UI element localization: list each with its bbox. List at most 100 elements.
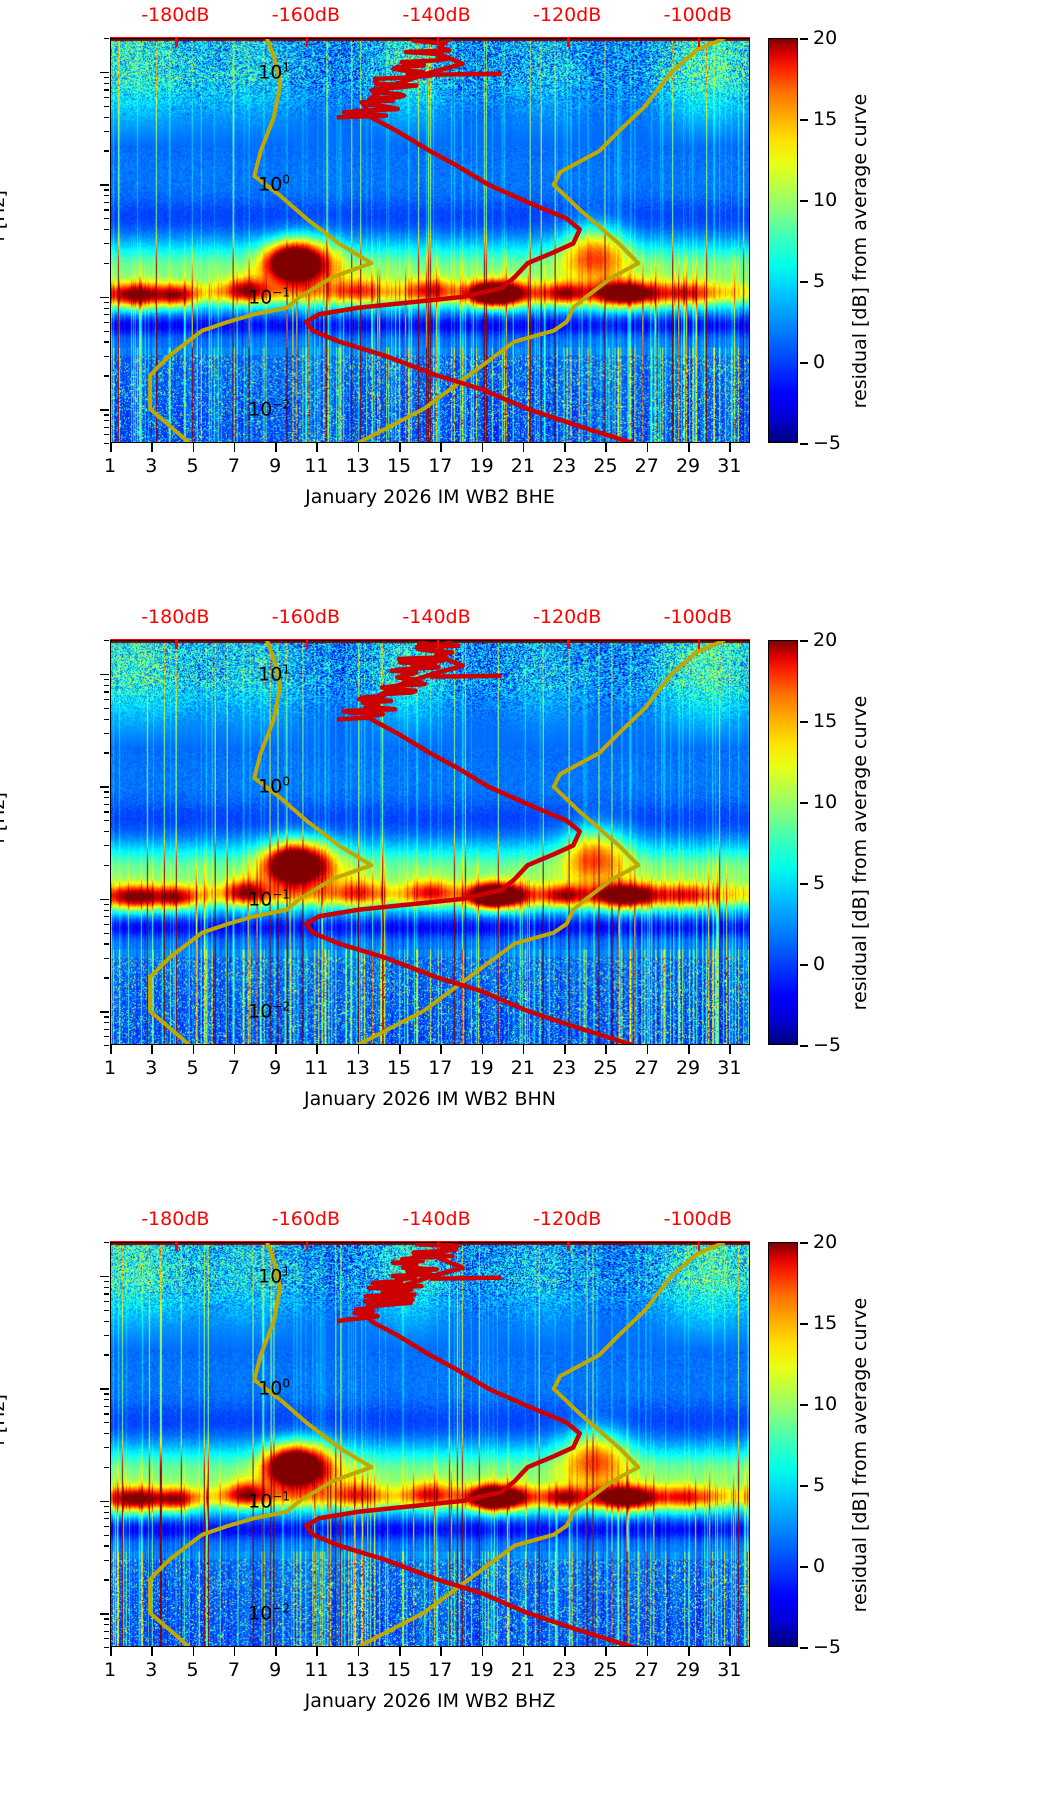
y-axis-tick: [100, 1613, 109, 1615]
top-db-tick: [567, 640, 570, 649]
colorbar-tick-label: 0: [813, 953, 826, 975]
colorbar-tick: [800, 964, 808, 966]
x-axis-tick-label: 1: [103, 1057, 117, 1079]
y-axis-tick-label: 10−1: [248, 285, 290, 309]
spectrogram-plot-2[interactable]: [110, 640, 750, 1045]
y-axis-minor-tick: [104, 864, 109, 867]
y-axis-minor-tick: [104, 1518, 109, 1520]
x-axis-tick: [399, 1647, 401, 1656]
spectrogram-plot-1[interactable]: [110, 38, 750, 443]
y-axis-minor-tick: [104, 684, 109, 687]
y-axis-minor-tick: [104, 262, 109, 265]
colorbar-tick: [800, 721, 808, 723]
colorbar-1: [768, 38, 798, 443]
top-db-tick-label: -100dB: [663, 4, 732, 26]
x-axis-tick-label: 13: [345, 1659, 370, 1681]
top-db-axis-line-2: [110, 638, 750, 641]
y-axis-minor-tick: [104, 38, 109, 40]
x-axis-tick: [192, 1045, 195, 1054]
x-axis-tick: [605, 1647, 608, 1656]
panel-bhn: -180dB -160dB -140dB -120dB -100dB f [Hz] Ja…: [0, 602, 1052, 1204]
x-axis-tick-label: 25: [593, 1659, 618, 1681]
y-axis-tick: [100, 184, 109, 186]
x-axis-tick-label: 23: [552, 455, 577, 477]
colorbar-tick: [800, 1242, 808, 1244]
y-axis-minor-tick: [104, 82, 109, 85]
y-axis-minor-tick: [104, 1505, 109, 1508]
y-axis-tick: [100, 1500, 109, 1503]
top-db-tick: [697, 38, 701, 47]
x-axis-tick-label: 29: [675, 455, 701, 477]
colorbar-2: [768, 640, 798, 1045]
y-axis-minor-tick: [104, 314, 109, 316]
y-axis-tick: [100, 409, 109, 411]
top-db-tick: [567, 38, 570, 47]
top-db-axis-1: -180dB -160dB -140dB -120dB -100dB: [110, 0, 750, 38]
colorbar-tick-label: 15: [813, 1312, 838, 1334]
y-axis-minor-tick: [104, 443, 109, 445]
y-axis-minor-tick: [104, 916, 109, 918]
colorbar-tick: [800, 1647, 808, 1649]
x-axis-tick: [151, 1647, 153, 1656]
x-axis-tick-label: 11: [304, 455, 329, 477]
top-db-tick-label: -160dB: [271, 1208, 341, 1230]
x-axis-tick-label: 15: [386, 1057, 412, 1079]
x-axis-tick: [275, 1045, 277, 1054]
x-axis-tick-label: 5: [186, 1659, 199, 1681]
colorbar-tick-label: 10: [813, 1393, 838, 1415]
colorbar-tick-label: 15: [813, 108, 838, 130]
y-axis-minor-tick: [104, 209, 109, 211]
y-axis-minor-tick: [104, 803, 109, 805]
colorbar-tick: [800, 119, 808, 121]
x-axis-tick-label: 31: [717, 455, 742, 477]
y-axis-tick-label: 101: [258, 60, 290, 84]
y-axis-minor-tick: [104, 1447, 109, 1449]
x-axis-tick-label: 19: [469, 1057, 494, 1079]
x-axis-tick: [192, 1647, 195, 1656]
y-axis-minor-tick: [104, 76, 109, 79]
y-axis-tick: [100, 898, 109, 901]
colorbar-tick-label: −5: [813, 1034, 842, 1056]
y-axis-minor-tick: [104, 732, 109, 734]
y-axis-minor-tick: [104, 321, 109, 323]
y-axis-minor-tick: [104, 1405, 109, 1407]
x-axis-tick: [110, 1647, 112, 1656]
y-axis-minor-tick: [104, 752, 109, 754]
colorbar-tick: [800, 883, 808, 885]
y-axis-tick: [100, 296, 109, 299]
x-axis-tick-label: 27: [634, 1057, 659, 1079]
y-axis-minor-tick: [104, 1630, 109, 1632]
spectrogram-plot-3[interactable]: [110, 1242, 750, 1647]
top-db-tick-label: -100dB: [663, 606, 732, 628]
colorbar-tick: [800, 281, 808, 283]
x-axis-tick-label: 3: [145, 1659, 158, 1681]
top-db-tick-label: -140dB: [402, 606, 471, 628]
x-axis-tick-label: 5: [186, 1057, 199, 1079]
x-axis-tick: [357, 443, 360, 452]
colorbar-tick: [800, 640, 808, 642]
colorbar-tick-label: −5: [813, 1636, 842, 1658]
y-axis-minor-tick: [104, 1559, 109, 1561]
x-axis-tick: [316, 1647, 319, 1656]
y-axis-tick: [100, 71, 109, 74]
top-db-tick: [697, 640, 701, 649]
y-axis-minor-tick: [104, 909, 109, 911]
y-axis-minor-tick: [104, 434, 109, 436]
panel-bhe: -180dB -160dB -140dB -120dB -100dB f [Hz] Ja…: [0, 0, 1052, 602]
y-axis-minor-tick: [104, 957, 109, 959]
x-axis-tick-label: 29: [675, 1057, 701, 1079]
x-axis-tick: [110, 1045, 112, 1054]
y-axis-minor-tick: [104, 1280, 109, 1283]
y-axis-minor-tick: [104, 1309, 109, 1311]
y-axis-minor-tick: [104, 797, 109, 799]
y-axis-minor-tick: [104, 1045, 109, 1047]
x-axis-tick-label: 7: [227, 1057, 240, 1079]
colorbar-tick-label: 20: [813, 1231, 838, 1253]
x-axis-tick-label: 21: [510, 455, 535, 477]
x-axis-tick: [357, 1045, 360, 1054]
y-axis-minor-tick: [104, 130, 109, 132]
colorbar-tick-label: 5: [813, 872, 826, 894]
top-db-tick-label: -100dB: [663, 1208, 732, 1230]
x-axis-tick-label: 11: [304, 1057, 329, 1079]
